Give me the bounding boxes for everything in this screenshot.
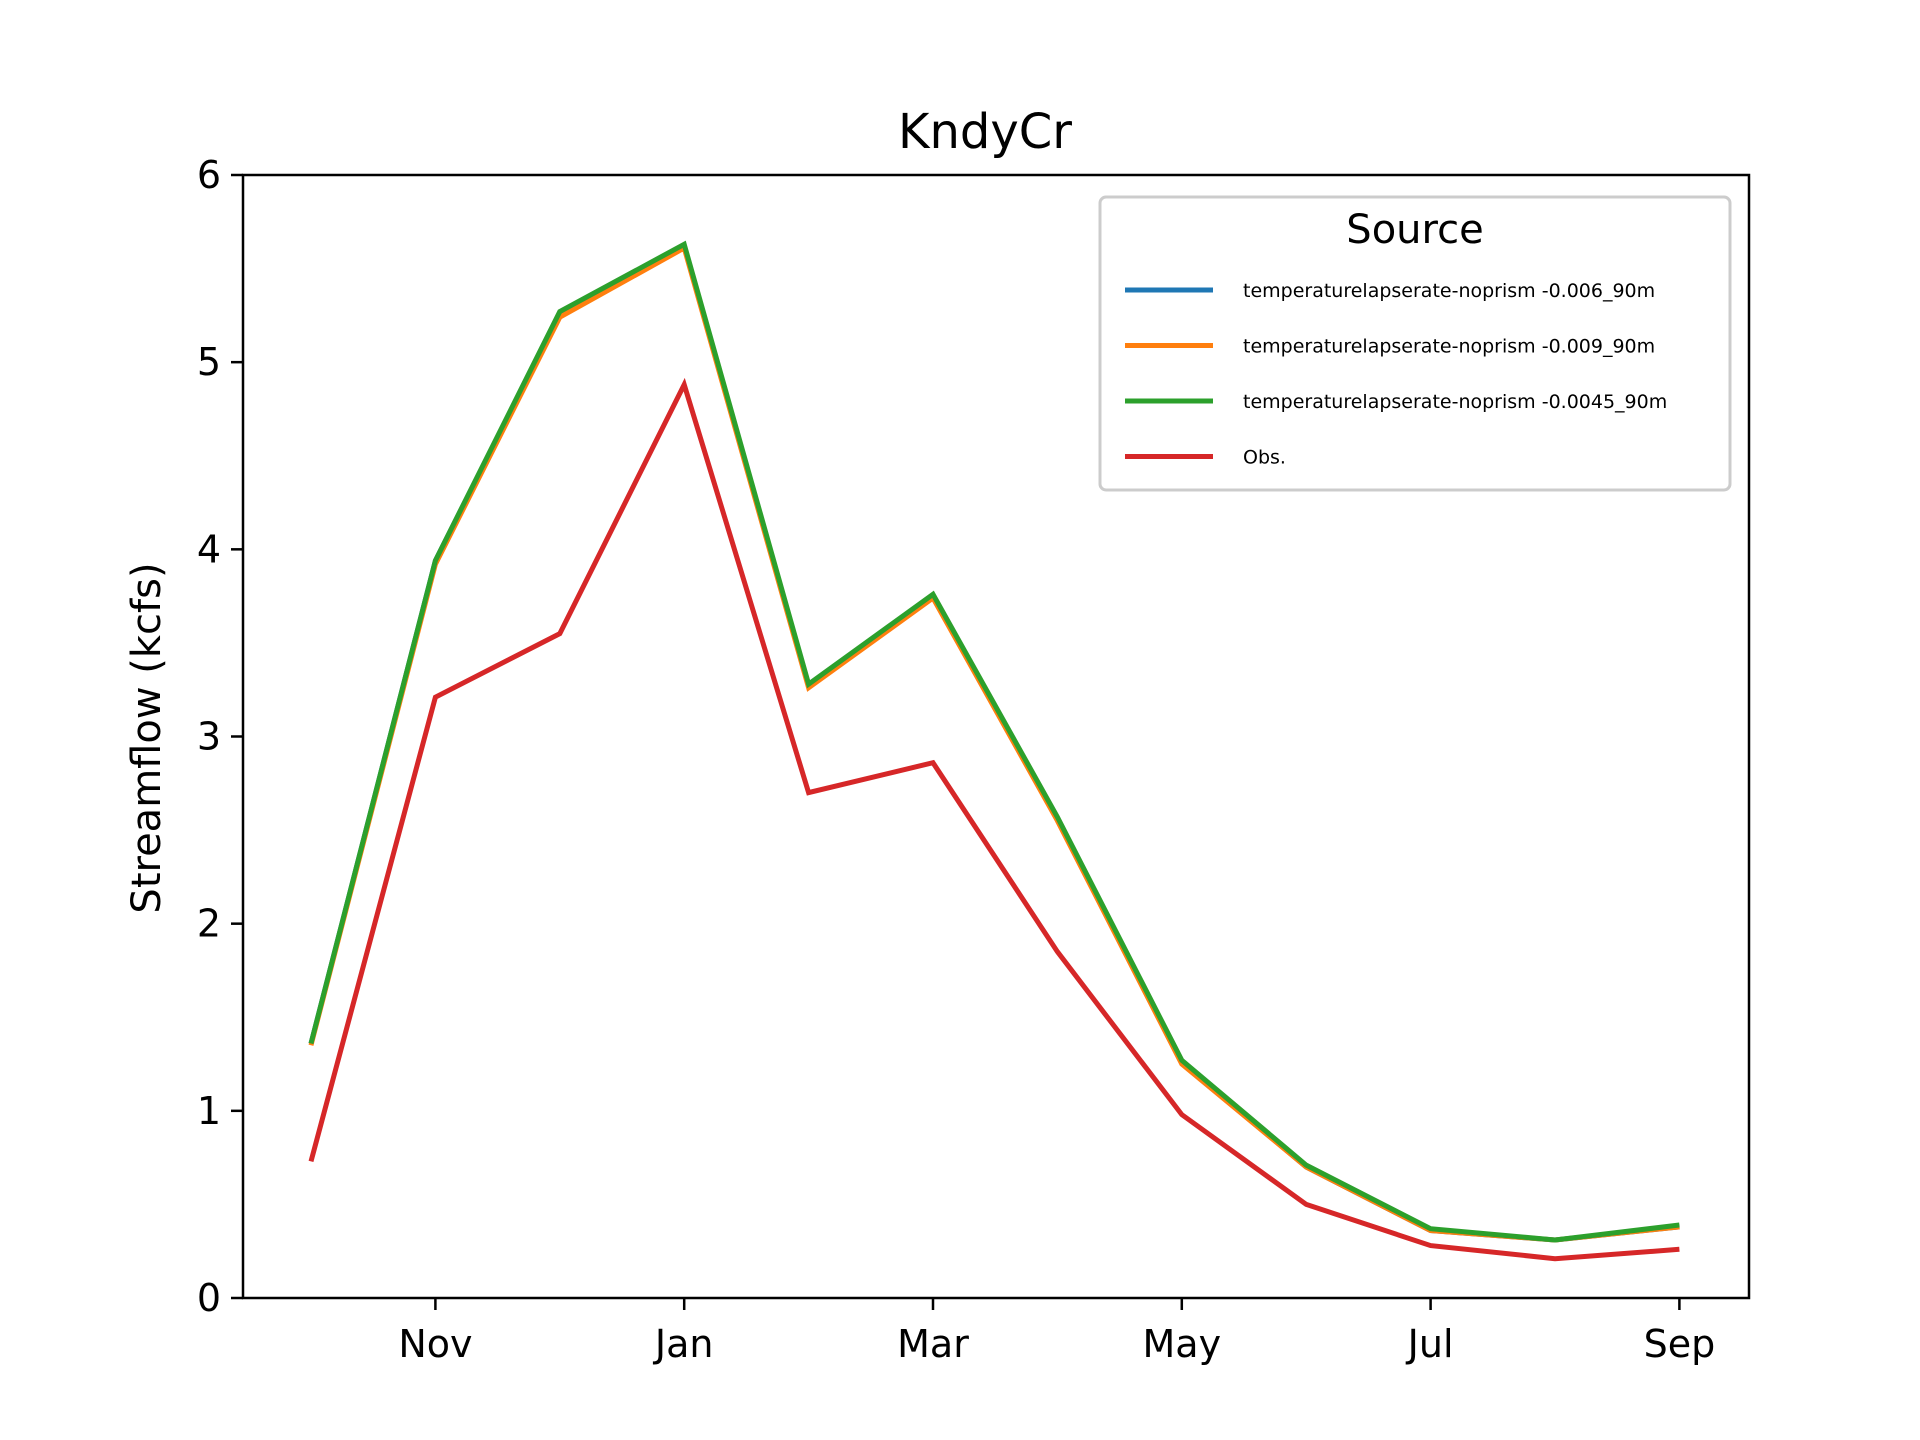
legend-label-2: temperaturelapserate-noprism -0.009_90m [1243,336,1655,358]
legend-label-3: temperaturelapserate-noprism -0.0045_90m [1243,391,1667,413]
x-tick-label: Jul [1406,1322,1454,1366]
y-tick-label: 2 [197,902,221,946]
legend: Source temperaturelapserate-noprism -0.0… [1098,195,1732,492]
x-tick-label: Sep [1644,1322,1716,1366]
series-line-3 [308,240,1680,1243]
series-layer [308,240,1680,1262]
legend-label-1: temperaturelapserate-noprism -0.006_90m [1243,280,1655,302]
chart-title: KndyCr [898,104,1072,160]
y-tick-label: 6 [197,153,221,197]
series-line-4 [308,377,1680,1262]
y-tick-label: 5 [197,340,221,384]
x-tick-label: Jan [653,1322,714,1366]
y-tick-label: 0 [197,1276,221,1320]
legend-frame [1098,195,1732,492]
y-tick-label: 3 [197,715,221,759]
x-tick-label: May [1143,1322,1222,1366]
y-tick-label: 1 [197,1089,221,1133]
legend-title: Source [1346,207,1483,253]
y-axis-label: Streamflow (kcfs) [124,562,170,913]
legend-label-4: Obs. [1243,447,1286,469]
x-tick-label: Nov [398,1322,472,1366]
legend-entries: temperaturelapserate-noprism -0.006_90mt… [1125,280,1667,469]
y-tick-label: 4 [197,527,221,571]
axes-layer: 0 1 2 3 4 5 6 Nov Jan Mar May Jul Sep [197,153,1751,1366]
x-tick-label: Mar [897,1322,969,1366]
